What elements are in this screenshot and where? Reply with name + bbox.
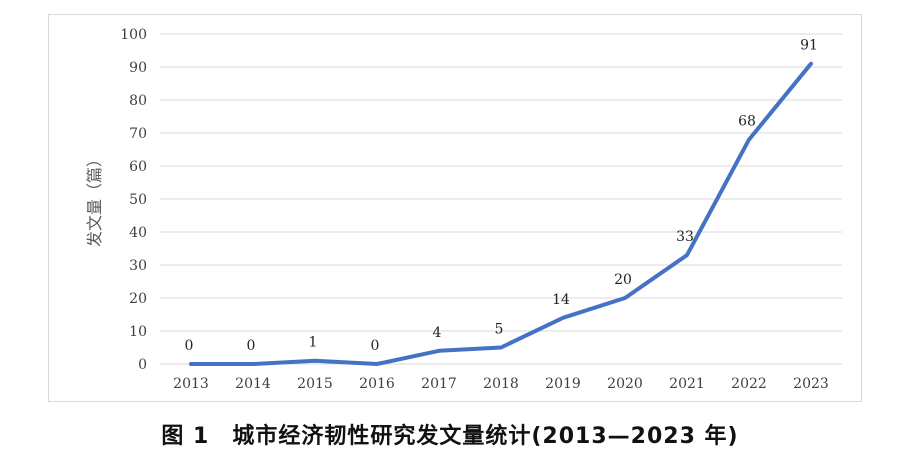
y-tick-label: 30: [129, 258, 147, 274]
y-tick-label: 40: [129, 225, 147, 241]
x-tick-label: 2015: [297, 376, 333, 392]
data-label: 68: [738, 114, 756, 130]
data-label: 20: [614, 272, 632, 288]
y-tick-label: 10: [129, 324, 147, 340]
data-labels: 0 0 1 0 4 5 14 20 33 68 91: [185, 38, 818, 354]
y-tick-label: 70: [129, 126, 147, 142]
x-axis-ticks: 2013 2014 2015 2016 2017 2018 2019 2020 2021 2022…: [173, 376, 829, 392]
data-label: 5: [495, 322, 504, 338]
y-tick-label: 80: [129, 93, 147, 109]
data-point: [438, 350, 440, 352]
data-point: [314, 360, 316, 362]
y-tick-label: 50: [129, 192, 147, 208]
y-axis-label: 发文量（篇）: [85, 151, 104, 247]
y-tick-label: 0: [138, 357, 147, 373]
data-point: [810, 63, 812, 65]
chart-frame: [48, 14, 862, 402]
data-label: 4: [433, 325, 442, 341]
data-point: [252, 363, 254, 365]
data-label: 33: [676, 229, 694, 245]
x-tick-label: 2014: [235, 376, 271, 392]
x-tick-label: 2013: [173, 376, 209, 392]
data-point: [624, 297, 626, 299]
y-tick-label: 100: [120, 27, 147, 43]
y-tick-label: 60: [129, 159, 147, 175]
data-point: [500, 347, 502, 348]
x-tick-label: 2018: [483, 376, 519, 392]
data-label: 0: [247, 338, 256, 354]
data-label: 0: [185, 338, 194, 354]
data-label: 91: [800, 38, 818, 54]
y-tick-label: 90: [129, 60, 147, 76]
gridlines: [160, 33, 842, 365]
series-line-0: [189, 61, 813, 366]
y-tick-label: 20: [129, 291, 147, 307]
data-label: 1: [309, 335, 318, 351]
data-point: [686, 254, 688, 256]
x-tick-label: 2023: [793, 376, 829, 392]
data-point: [562, 317, 564, 319]
data-point: [190, 363, 192, 365]
data-point: [748, 139, 750, 141]
series-group: [189, 61, 813, 366]
x-tick-label: 2022: [731, 376, 767, 392]
x-tick-label: 2016: [359, 376, 395, 392]
x-tick-label: 2017: [421, 376, 457, 392]
data-point: [376, 363, 378, 365]
data-label: 0: [371, 338, 380, 354]
y-axis-ticks: 0 10 20 30 40 50 60 70 80 90 100: [120, 27, 147, 373]
x-tick-label: 2019: [545, 376, 581, 392]
figure-caption: 图 1 城市经济韧性研究发文量统计(2013—2023 年): [161, 424, 739, 449]
x-tick-label: 2020: [607, 376, 643, 392]
data-label: 14: [552, 292, 570, 308]
x-tick-label: 2021: [669, 376, 705, 392]
